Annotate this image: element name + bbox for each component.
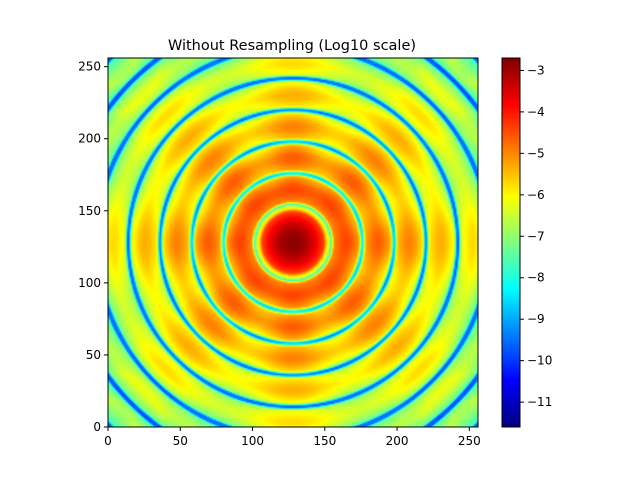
y-axis: 0 50 100 150 200 250 xyxy=(78,60,108,434)
x-tick-label: 250 xyxy=(458,434,481,448)
y-tick-label: 0 xyxy=(93,420,101,434)
x-axis: 0 50 100 150 200 250 xyxy=(104,427,481,448)
colorbar-tick-label: −9 xyxy=(527,312,545,326)
colorbar-frame xyxy=(501,57,521,428)
colorbar-axis: −3 −4 −5 −6 −7 −8 −9 −10 −11 xyxy=(520,63,552,409)
colorbar-tick-label: −11 xyxy=(527,395,552,409)
colorbar-tick-label: −5 xyxy=(527,146,545,160)
colorbar-tick-label: −3 xyxy=(527,63,545,77)
x-tick-label: 200 xyxy=(386,434,409,448)
y-tick-label: 100 xyxy=(78,276,101,290)
y-tick-label: 250 xyxy=(78,60,101,74)
colorbar-tick-label: −4 xyxy=(527,105,545,119)
colorbar-tick-label: −6 xyxy=(527,188,545,202)
x-tick-label: 0 xyxy=(104,434,112,448)
plot-frame xyxy=(107,57,479,428)
x-tick-label: 150 xyxy=(313,434,336,448)
colorbar-gradient xyxy=(502,58,520,427)
heatmap-image xyxy=(108,58,478,427)
y-tick-label: 150 xyxy=(78,204,101,218)
y-tick-label: 50 xyxy=(86,348,101,362)
colorbar-tick-label: −8 xyxy=(527,271,545,285)
x-tick-label: 50 xyxy=(173,434,188,448)
y-tick-label: 200 xyxy=(78,132,101,146)
x-tick-label: 100 xyxy=(241,434,264,448)
colorbar-tick-label: −7 xyxy=(527,229,545,243)
plot-area xyxy=(107,57,479,428)
chart-title: Without Resampling (Log10 scale) xyxy=(168,38,416,54)
colorbar: −3 −4 −5 −6 −7 −8 −9 −10 −11 xyxy=(501,57,552,428)
colorbar-tick-label: −10 xyxy=(527,354,552,368)
